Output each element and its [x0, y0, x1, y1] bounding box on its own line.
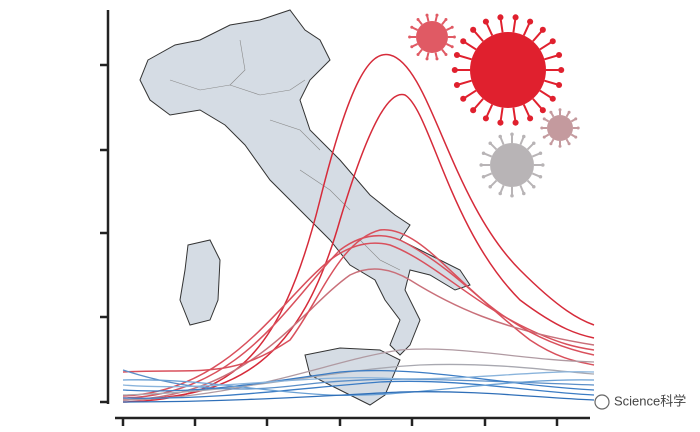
curves-red: [122, 53, 595, 403]
virus-part: [450, 25, 454, 29]
virus-part: [488, 185, 492, 189]
virus-part: [470, 107, 477, 114]
virus-part: [538, 151, 543, 155]
virus-part: [558, 66, 565, 74]
regions: [169, 39, 401, 271]
virus-part: [410, 25, 414, 29]
virus-part: [470, 26, 477, 33]
virus-part: [512, 14, 519, 21]
virus-part: [460, 95, 467, 102]
virus-part: [498, 191, 502, 196]
virus-part: [558, 144, 562, 148]
virus-part: [576, 126, 580, 130]
axes: [100, 10, 590, 426]
watermark-icon: [594, 394, 610, 410]
virus-part: [479, 163, 483, 167]
virus-part: [510, 194, 514, 198]
virus-part: [522, 191, 526, 196]
virus-part: [470, 32, 546, 108]
virus-part: [539, 26, 546, 33]
curves-blue: [122, 348, 595, 403]
virus-part: [567, 110, 571, 114]
virus-part: [556, 81, 563, 89]
virus-part: [435, 13, 439, 17]
virus-part: [567, 142, 571, 146]
virus-part: [435, 57, 439, 61]
map: [139, 9, 471, 406]
virus-part: [416, 53, 420, 57]
virus-part: [488, 141, 492, 145]
virus-part: [532, 141, 536, 145]
virus-part: [497, 119, 504, 126]
virus-part: [542, 117, 546, 121]
virus-part: [541, 163, 545, 167]
virus-part: [481, 175, 486, 179]
virus-part: [539, 107, 546, 114]
virus-part: [497, 14, 504, 21]
virus-part: [453, 51, 460, 59]
virus-part: [556, 51, 563, 59]
virus-part: [416, 17, 420, 21]
virus-part: [482, 18, 489, 25]
virus-part: [444, 17, 448, 21]
virus-part: [416, 21, 448, 53]
virus-part: [540, 126, 544, 130]
virus-part: [452, 35, 456, 39]
virus-part: [527, 115, 534, 122]
virus-part: [574, 135, 578, 139]
virus-part: [512, 119, 519, 126]
virus-part: [522, 134, 526, 139]
virus-part: [498, 134, 502, 139]
virus-part: [408, 35, 412, 39]
virus-part: [425, 57, 429, 61]
virus-part: [549, 110, 553, 114]
virus-part: [481, 151, 486, 155]
virus-part: [549, 142, 553, 146]
virus-part: [574, 117, 578, 121]
virus-part: [425, 13, 429, 17]
virus-part: [527, 18, 534, 25]
virus-part: [547, 115, 573, 141]
virus-part: [482, 115, 489, 122]
virus-part: [451, 66, 458, 74]
virus-part: [460, 38, 467, 45]
virus-part: [410, 45, 414, 49]
virus-part: [453, 81, 460, 89]
virus-part: [510, 132, 514, 136]
watermark: Science科学: [594, 393, 686, 410]
virus-part: [538, 175, 543, 179]
virus-icons: [408, 13, 580, 198]
virus-part: [450, 45, 454, 49]
virus-part: [549, 38, 556, 45]
virus-part: [542, 135, 546, 139]
virus-part: [549, 95, 556, 102]
watermark-text: Science科学: [614, 393, 686, 408]
virus-part: [444, 53, 448, 57]
virus-part: [532, 185, 536, 189]
virus-part: [490, 143, 534, 187]
virus-part: [558, 108, 562, 112]
